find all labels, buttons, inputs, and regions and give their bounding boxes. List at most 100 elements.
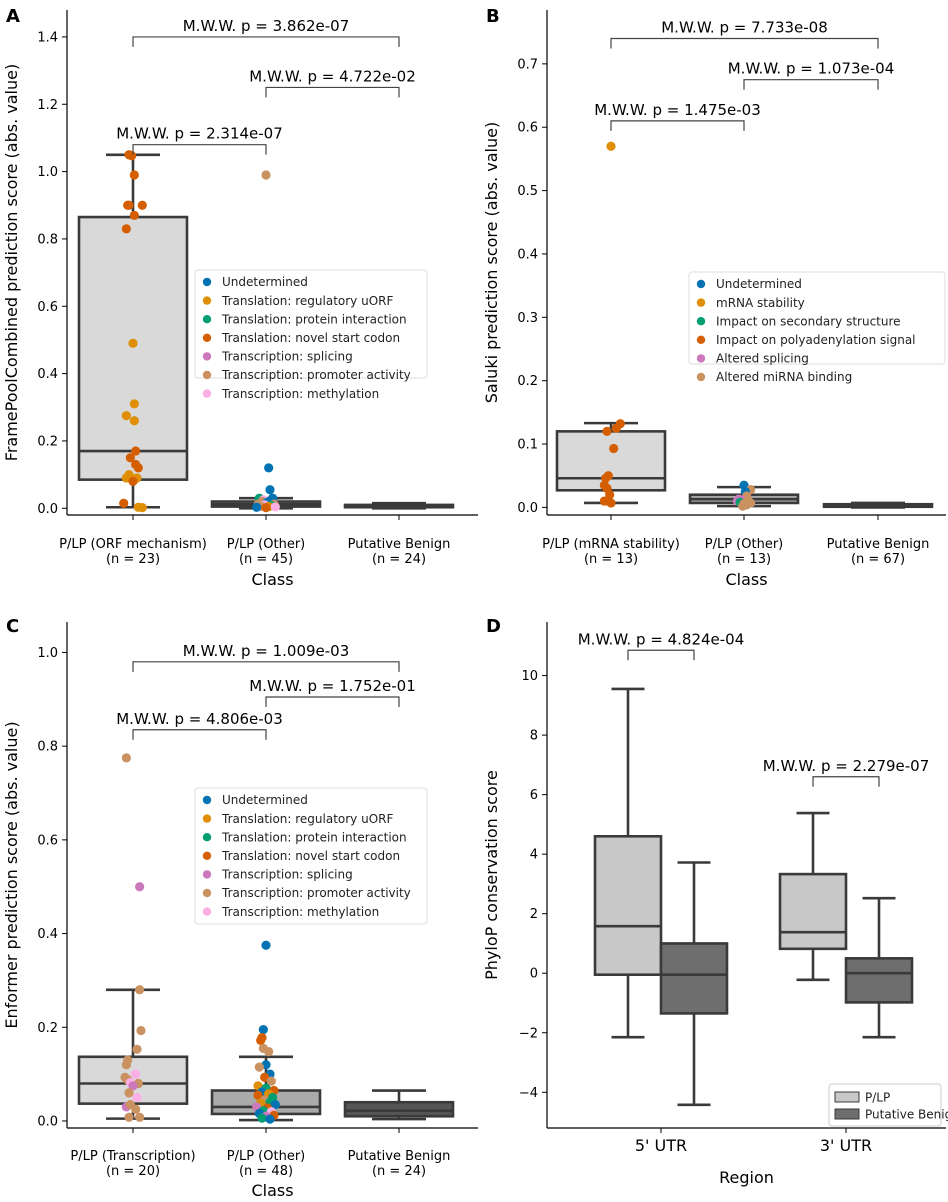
p-value-label: M.W.W. p = 1.073e-04 [728,60,895,78]
y-tick-label: 10 [521,669,538,684]
legend-marker [696,372,706,382]
data-point [257,1113,267,1123]
data-point [135,1112,145,1122]
data-point [121,1060,131,1070]
legend-label: Transcription: methylation [221,387,379,401]
x-tick-count: (n = 45) [239,552,293,567]
legend-marker [202,851,212,860]
y-tick-label: 0.3 [517,311,538,326]
data-point [128,476,138,486]
significance-bracket [743,79,879,90]
box-1-box [77,215,189,481]
data-point [124,1088,134,1098]
legend-label: Transcription: promoter activity [221,368,411,382]
legend-marker [696,354,706,363]
y-tick-label: 4 [530,848,538,863]
y-tick-label: 6 [530,788,538,803]
legend-marker [202,870,212,879]
y-tick-label: 1.0 [37,165,58,180]
data-point [125,453,135,463]
legend-marker [202,795,212,805]
data-point [128,1081,138,1091]
panel-c: 0.0 0.2 0.4 0.6 0.8 1.0 Enformer prediction sc… [2,622,478,1200]
legend-marker [696,317,706,326]
x-tick-count: (n = 48) [239,1164,293,1179]
significance-bracket [132,729,267,740]
legend-label: Undetermined [716,277,802,291]
data-point [135,985,145,995]
significance-bracket [265,86,400,98]
box-p-lp-1-box [593,835,663,977]
x-axis-label: Region [719,1168,774,1187]
x-tick-count: (n = 67) [851,552,905,567]
significance-bracket [265,696,400,707]
data-point [131,1069,141,1079]
x-tick-count: (n = 24) [372,552,426,567]
significance-bracket [132,36,400,47]
x-tick-label: P/LP (Other) [227,1149,306,1164]
x-tick-label: 5' UTR [635,1136,687,1155]
data-point [129,210,139,220]
x-tick-label: P/LP (Other) [227,537,306,552]
y-tick-label: 0.1 [517,438,538,453]
data-point [738,501,748,511]
p-value-label: M.W.W. p = 2.314e-07 [116,125,283,143]
y-axis-label: FramePoolCombined prediction score (abs.… [2,64,21,461]
legend-swatch [834,1091,860,1103]
x-tick-label: Putative Benign [348,1149,451,1164]
legend-marker [696,298,706,307]
legend-marker [696,335,706,344]
data-point [258,1025,268,1035]
x-axis-label: Class [251,1181,293,1200]
data-point [270,502,280,512]
legend-swatch [834,1108,860,1120]
data-point [121,753,131,763]
data-point [137,200,147,210]
p-value-label: M.W.W. p = 1.752e-01 [249,677,416,695]
box-putative-benign-1-box [659,942,729,1015]
legend-marker [202,833,212,842]
legend-label: Transcription: splicing [221,868,353,882]
data-point [129,416,139,426]
y-tick-label: −2 [519,1026,538,1041]
y-tick-label: 0.2 [517,374,538,389]
legend-label: Transcription: promoter activity [221,886,411,900]
data-point [252,502,262,512]
y-tick-label: 0.0 [37,1114,58,1129]
legend-label: Undetermined [222,275,308,289]
legend-frame [194,269,428,379]
data-point [127,151,137,161]
data-point [137,502,147,513]
data-point [265,1114,275,1124]
x-tick-count: (n = 20) [106,1164,160,1179]
y-tick-label: 0.4 [37,927,58,942]
y-tick-label: 0.8 [37,232,58,247]
y-tick-label: 0.4 [517,247,538,262]
legend-frame [194,787,428,925]
data-point [602,426,612,436]
legend-marker [202,389,212,398]
y-tick-label: 0.6 [517,121,538,136]
y-tick-label: 8 [530,729,538,744]
x-tick-count: (n = 23) [106,552,160,567]
x-tick-label: Putative Benign [827,537,930,552]
y-tick-label: 0.6 [37,833,58,848]
data-point [124,200,134,210]
box-putative-benign-2-box [844,957,914,1004]
data-point [121,224,131,234]
legend-label: Altered miRNA binding [716,370,852,384]
significance-bracket [132,661,400,672]
data-point [133,463,143,473]
x-tick-label: 3' UTR [820,1136,872,1155]
legend-label: Translation: regulatory uORF [221,812,393,826]
data-point [264,1047,274,1057]
legend-marker [202,814,212,823]
y-tick-label: −4 [519,1086,538,1101]
legend-marker [202,315,212,324]
data-point [609,443,619,454]
y-tick-label: 1.4 [37,30,58,45]
y-tick-label: 1.2 [37,98,58,113]
panel-b: 0.0 0.1 0.2 0.3 0.4 0.5 0.6 0.7 Saluki predictio… [482,10,946,589]
panel-letter-b: B [486,6,500,27]
legend-label: Translation: novel start codon [221,331,400,345]
